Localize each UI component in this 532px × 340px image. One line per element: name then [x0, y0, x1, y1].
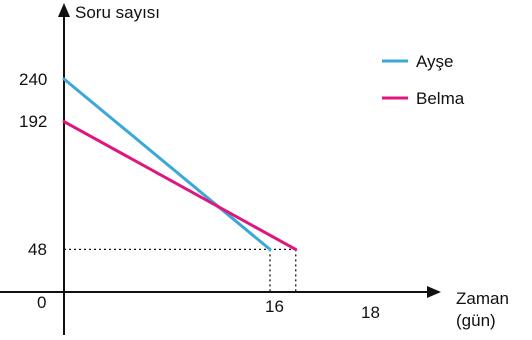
legend-label-belma: Belma	[416, 89, 465, 108]
x-tick-label-16: 16	[265, 297, 284, 316]
origin-label: 0	[37, 293, 46, 312]
axes	[0, 3, 441, 335]
series-lines	[62, 77, 298, 251]
series-line-ayse	[62, 77, 272, 251]
y-axis-label: Soru sayısı	[75, 3, 160, 22]
y-axis-arrow-icon	[58, 3, 70, 17]
x-axis-label-line1: Zaman	[456, 289, 509, 308]
y-tick-label-240: 240	[19, 70, 47, 89]
x-axis-arrow-icon	[427, 286, 441, 298]
y-tick-label-48: 48	[28, 240, 47, 259]
legend-label-ayse: Ayşe	[416, 52, 454, 71]
x-tick-label-18: 18	[361, 303, 380, 322]
guide-lines	[64, 248, 297, 292]
legend: Ayşe Belma	[382, 52, 465, 108]
series-line-belma	[62, 120, 298, 251]
y-tick-label-192: 192	[19, 112, 47, 131]
x-axis-label-line2: (gün)	[456, 311, 496, 330]
